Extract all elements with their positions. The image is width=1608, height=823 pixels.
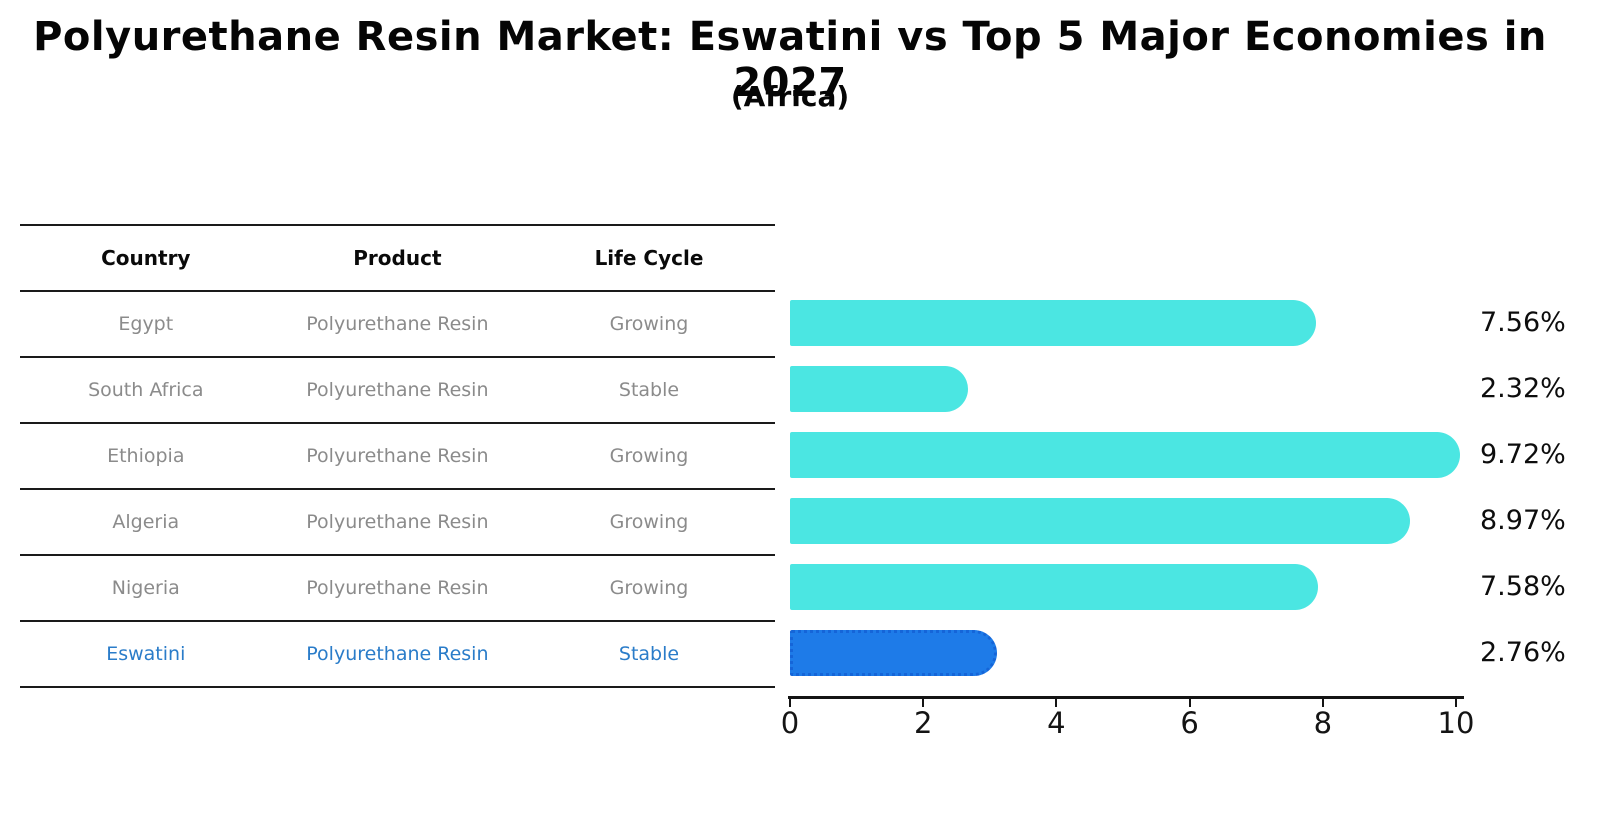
country-cell: South Africa — [88, 379, 204, 401]
bar-eswatini-highlighted — [790, 630, 997, 676]
product-cell: Polyurethane Resin — [306, 577, 489, 599]
country-cell: Algeria — [112, 511, 180, 533]
x-axis-tick-label: 8 — [1313, 706, 1333, 740]
page-subtitle: (Africa) — [730, 80, 850, 113]
table-row: Ethiopia Polyurethane Resin Growing — [20, 424, 775, 490]
value-label: 9.72% — [1480, 439, 1566, 470]
product-cell: Polyurethane Resin — [306, 445, 489, 467]
table-row: Algeria Polyurethane Resin Growing — [20, 490, 775, 556]
table-row-eswatini: Eswatini Polyurethane Resin Stable — [20, 622, 775, 688]
life-cycle-cell: Stable — [618, 643, 680, 665]
x-axis-line — [788, 696, 1464, 699]
bar-algeria — [790, 498, 1411, 544]
country-table: Country Product Life Cycle Egypt Polyure… — [20, 224, 775, 688]
bar-nigeria — [790, 564, 1318, 610]
x-axis-tick — [1188, 698, 1191, 707]
life-cycle-cell: Growing — [609, 511, 689, 533]
table-row: Nigeria Polyurethane Resin Growing — [20, 556, 775, 622]
bar-egypt — [790, 300, 1317, 346]
product-cell: Polyurethane Resin — [306, 511, 489, 533]
value-label: 8.97% — [1480, 505, 1566, 536]
column-header-life-cycle: Life Cycle — [594, 246, 704, 270]
country-cell: Nigeria — [111, 577, 180, 599]
table-header-row: Country Product Life Cycle — [20, 226, 775, 292]
x-axis-tick — [922, 698, 925, 707]
x-axis-tick-label: 6 — [1180, 706, 1199, 740]
value-label: 2.32% — [1480, 373, 1566, 404]
x-axis-tick — [1455, 698, 1457, 707]
value-label: 2.76% — [1480, 637, 1566, 668]
life-cycle-cell: Stable — [618, 379, 680, 401]
product-cell: Polyurethane Resin — [306, 313, 489, 335]
life-cycle-cell: Growing — [609, 445, 689, 467]
life-cycle-cell: Growing — [609, 313, 689, 335]
x-axis-tick-label: 2 — [913, 706, 933, 740]
bar-south-africa — [790, 366, 968, 412]
value-label: 7.56% — [1480, 307, 1566, 338]
product-cell: Polyurethane Resin — [306, 379, 489, 401]
table-row: South Africa Polyurethane Resin Stable — [20, 358, 775, 424]
bar-ethiopia — [790, 432, 1461, 478]
x-axis-tick-label: 10 — [1437, 706, 1475, 740]
product-cell: Polyurethane Resin — [306, 643, 489, 665]
bar-chart-plot-area — [790, 290, 1461, 686]
page-title: Polyurethane Resin Market: Eswatini vs T… — [33, 14, 1547, 106]
column-header-country: Country — [101, 246, 191, 270]
x-axis-tick-label: 4 — [1047, 706, 1066, 740]
x-axis-tick — [1055, 698, 1058, 707]
life-cycle-cell: Growing — [609, 577, 689, 599]
table-row: Egypt Polyurethane Resin Growing — [20, 292, 775, 358]
country-cell: Egypt — [118, 313, 174, 335]
country-cell: Eswatini — [106, 643, 186, 665]
value-label: 7.58% — [1480, 571, 1566, 602]
x-axis-tick-label: 0 — [780, 706, 800, 740]
x-axis-tick — [1321, 698, 1324, 707]
column-header-product: Product — [353, 246, 442, 270]
x-axis-tick — [789, 698, 791, 707]
country-cell: Ethiopia — [107, 445, 185, 467]
value-label-column: 7.56% 2.32% 9.72% 8.97% 7.58% 2.76% — [1480, 290, 1605, 686]
